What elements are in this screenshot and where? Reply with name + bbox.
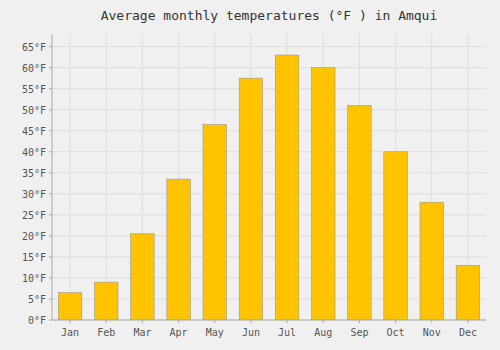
x-tick bbox=[142, 320, 143, 323]
y-tick-label: 55°F bbox=[22, 84, 46, 95]
x-tick-label: Jan bbox=[61, 327, 79, 338]
y-grid-line bbox=[52, 172, 486, 173]
x-tick bbox=[323, 320, 324, 323]
x-tick-label: Aug bbox=[314, 327, 332, 338]
y-tick bbox=[49, 256, 52, 257]
bar bbox=[456, 265, 480, 320]
x-tick-label: Jul bbox=[278, 327, 296, 338]
y-axis: 0°F 5°F 10°F 15°F 20°F 25°F 30°F 35°F 40°F 45°F 50… bbox=[22, 34, 52, 326]
x-tick bbox=[178, 320, 179, 323]
x-tick bbox=[70, 320, 71, 323]
y-tick bbox=[49, 172, 52, 173]
y-tick-label: 45°F bbox=[22, 126, 46, 137]
bar bbox=[275, 55, 299, 320]
y-tick bbox=[49, 320, 52, 321]
y-tick-label: 65°F bbox=[22, 42, 46, 53]
x-tick bbox=[106, 320, 107, 323]
x-tick-label: Mar bbox=[133, 327, 151, 338]
y-tick bbox=[49, 46, 52, 47]
y-grid-line bbox=[52, 130, 486, 131]
x-tick-label: Apr bbox=[170, 327, 188, 338]
x-axis: Jan Feb Mar Apr May Jun Jul Aug Sep Oct Nov Dec bbox=[52, 320, 486, 338]
y-tick-label: 25°F bbox=[22, 210, 46, 221]
y-grid-line bbox=[52, 88, 486, 89]
bar bbox=[203, 124, 227, 320]
bar bbox=[58, 293, 82, 320]
y-tick-label: 35°F bbox=[22, 168, 46, 179]
y-tick-label: 0°F bbox=[28, 315, 46, 326]
x-tick-label: Oct bbox=[387, 327, 405, 338]
y-tick-label: 40°F bbox=[22, 147, 46, 158]
x-tick-label: Dec bbox=[459, 327, 477, 338]
y-tick bbox=[49, 88, 52, 89]
x-tick-label: Feb bbox=[97, 327, 115, 338]
x-tick bbox=[395, 320, 396, 323]
y-grid-line bbox=[52, 193, 486, 194]
chart-container: Average monthly temperatures (°F ) in Am… bbox=[0, 0, 500, 350]
y-tick-label: 30°F bbox=[22, 189, 46, 200]
x-tick bbox=[467, 320, 468, 323]
x-grid-line bbox=[70, 34, 71, 320]
x-tick bbox=[431, 320, 432, 323]
bar bbox=[167, 179, 191, 320]
y-grid-line bbox=[52, 320, 486, 321]
y-tick-label: 50°F bbox=[22, 105, 46, 116]
bar bbox=[311, 68, 335, 320]
x-grid-line bbox=[106, 34, 107, 320]
grid bbox=[52, 34, 486, 320]
y-tick bbox=[49, 109, 52, 110]
x-tick bbox=[250, 320, 251, 323]
y-tick-label: 5°F bbox=[28, 294, 46, 305]
x-tick-label: Jun bbox=[242, 327, 260, 338]
bar bbox=[94, 282, 118, 320]
x-tick bbox=[287, 320, 288, 323]
bar bbox=[384, 152, 408, 320]
y-grid-line bbox=[52, 46, 486, 47]
y-grid-line bbox=[52, 151, 486, 152]
bars bbox=[58, 55, 479, 320]
x-tick bbox=[214, 320, 215, 323]
y-tick-label: 60°F bbox=[22, 63, 46, 74]
y-tick bbox=[49, 151, 52, 152]
y-tick-label: 10°F bbox=[22, 273, 46, 284]
y-tick bbox=[49, 214, 52, 215]
y-axis-line bbox=[52, 34, 53, 320]
bar bbox=[348, 106, 372, 321]
x-tick bbox=[359, 320, 360, 323]
y-tick bbox=[49, 130, 52, 131]
y-tick bbox=[49, 235, 52, 236]
y-tick-label: 15°F bbox=[22, 252, 46, 263]
y-grid-line bbox=[52, 109, 486, 110]
x-axis-line bbox=[52, 320, 486, 321]
bar bbox=[131, 234, 155, 320]
y-tick bbox=[49, 277, 52, 278]
y-grid-line bbox=[52, 67, 486, 68]
y-tick bbox=[49, 67, 52, 68]
y-tick bbox=[49, 193, 52, 194]
x-tick-label: Sep bbox=[350, 327, 368, 338]
chart: Average monthly temperatures (°F ) in Am… bbox=[0, 0, 500, 350]
y-tick bbox=[49, 298, 52, 299]
title: Average monthly temperatures (°F ) in Am… bbox=[101, 8, 438, 23]
bar bbox=[420, 202, 444, 320]
bar bbox=[239, 78, 263, 320]
y-tick-label: 20°F bbox=[22, 231, 46, 242]
x-tick-label: Nov bbox=[423, 327, 441, 338]
x-tick-label: May bbox=[206, 327, 224, 338]
